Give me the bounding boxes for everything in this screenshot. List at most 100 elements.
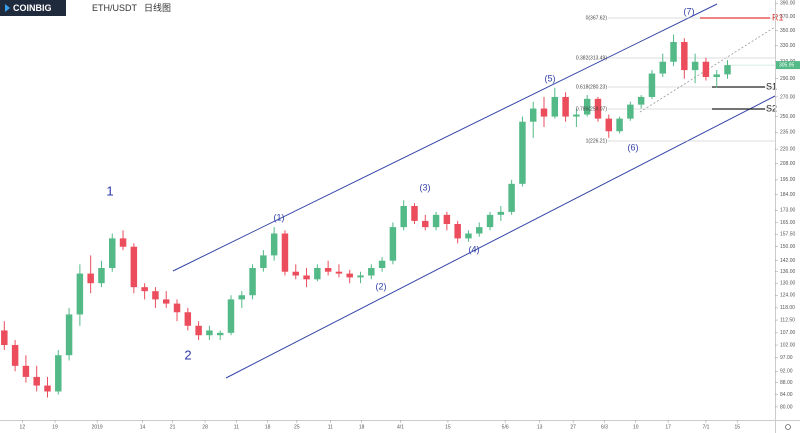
- x-tick-label: 11: [328, 424, 333, 430]
- wave-label: (2): [376, 281, 387, 291]
- wave-label: (4): [469, 244, 480, 254]
- x-tick-label: 27: [570, 424, 576, 430]
- candle-body: [162, 299, 170, 304]
- candle-body: [519, 121, 526, 184]
- candle-body: [270, 233, 278, 256]
- y-tick-label: 195.00: [780, 177, 796, 183]
- fib-label: 1(226.21): [586, 138, 608, 144]
- y-tick-label: 124.00: [780, 293, 796, 299]
- y-tick-label: 350.00: [780, 28, 796, 34]
- candle-body: [238, 295, 246, 300]
- candle-body: [335, 271, 343, 274]
- y-tick-label: 290.00: [780, 76, 796, 82]
- candle-body: [378, 260, 386, 268]
- candle-body: [130, 246, 138, 288]
- fib-label: 0(367.62): [586, 15, 608, 21]
- x-tick-label: 25: [294, 424, 300, 430]
- candle-body: [173, 303, 181, 313]
- x-tick-label: 18: [265, 424, 271, 430]
- candle-body: [422, 220, 429, 228]
- channel-lower: [225, 95, 776, 379]
- candle-body: [476, 227, 483, 234]
- candle-body: [346, 273, 353, 278]
- candle-body: [486, 214, 494, 228]
- pair[interactable]: ETH/USDT: [92, 3, 138, 13]
- candle-body: [670, 41, 677, 62]
- candle-body: [432, 214, 440, 228]
- x-tick-label: 6/3: [601, 424, 608, 430]
- y-tick-label: 84.00: [780, 392, 793, 398]
- candle-body: [562, 96, 569, 117]
- x-tick-label: 17: [665, 424, 671, 430]
- settings-icon[interactable]: [785, 424, 791, 430]
- candle-body: [529, 108, 537, 122]
- y-tick-label: 112.50: [780, 317, 795, 323]
- y-tick-label: 370.00: [780, 14, 796, 20]
- candle-body: [465, 233, 472, 239]
- wave-label: (5): [545, 73, 556, 83]
- y-tick-label: 80.00: [780, 404, 793, 410]
- candle-body: [281, 233, 289, 272]
- candle-body: [605, 118, 613, 132]
- y-tick-label: 165.00: [780, 220, 796, 226]
- y-tick-label: 118.00: [780, 305, 795, 311]
- candle-body: [508, 183, 515, 212]
- candle-body: [637, 96, 645, 105]
- y-tick-label: 136.00: [780, 269, 796, 275]
- candle-body: [659, 61, 666, 74]
- y-tick-label: 92.00: [780, 369, 793, 375]
- y-tick-label: 157.50: [780, 232, 796, 238]
- candle-body: [206, 330, 213, 336]
- candle-body: [713, 74, 720, 77]
- trend-line: [639, 26, 776, 113]
- candle-body: [648, 73, 656, 97]
- x-tick-label: 15: [734, 424, 740, 430]
- x-tick-label: 2019: [92, 424, 103, 430]
- candle-body: [681, 41, 688, 71]
- candle-body: [260, 255, 267, 268]
- y-tick-label: 220.00: [780, 146, 796, 152]
- y-tick-label: 130.00: [780, 281, 796, 287]
- channel-upper: [172, 3, 718, 272]
- interval[interactable]: 日线图: [144, 2, 171, 13]
- candle-body: [44, 385, 51, 392]
- annotations: 1 2 (1) (2) (3) (4) (5) (6) (7) 0(367.62) 0.382(31…: [106, 6, 783, 362]
- y-tick-label: 250.00: [780, 114, 796, 120]
- candle-body: [141, 287, 148, 292]
- y-tick-label: 184.00: [780, 192, 796, 198]
- candle-body: [454, 224, 461, 239]
- logo-icon: [5, 4, 10, 12]
- candle-body: [87, 273, 94, 284]
- wave-label: 2: [184, 347, 191, 362]
- candle-body: [324, 267, 332, 272]
- candle-body: [109, 238, 116, 268]
- candle-body: [357, 275, 364, 278]
- x-tick-label: 18: [359, 424, 365, 430]
- axis: 390.00370.00350.00330.00310.00290.00270.…: [20, 1, 800, 430]
- candle-body: [1, 330, 8, 346]
- candle-body: [497, 211, 505, 215]
- y-tick-label: 107.00: [780, 330, 796, 336]
- level-label: R1: [772, 12, 784, 22]
- y-tick-label: 235.00: [780, 130, 796, 136]
- candle-body: [55, 355, 62, 392]
- x-tick-label: 15: [445, 424, 451, 430]
- x-tick-label: 19: [52, 424, 58, 430]
- candles: [1, 34, 731, 398]
- wave-label: (3): [420, 182, 431, 192]
- candle-body: [616, 118, 623, 132]
- logo-box: [0, 0, 66, 16]
- fib-label: 0.786(259.07): [576, 106, 607, 112]
- candle-body: [389, 227, 397, 261]
- candle-body: [691, 61, 699, 71]
- candle-body: [594, 98, 602, 119]
- fib-label: 0.382(313.49): [576, 55, 607, 61]
- x-tick-label: 7/1: [702, 424, 709, 430]
- y-tick-label: 270.00: [780, 94, 796, 100]
- candle-body: [724, 65, 731, 75]
- candle-body: [33, 376, 40, 386]
- candle-body: [249, 267, 256, 296]
- y-tick-label: 97.00: [780, 355, 793, 361]
- candle-body: [11, 345, 19, 366]
